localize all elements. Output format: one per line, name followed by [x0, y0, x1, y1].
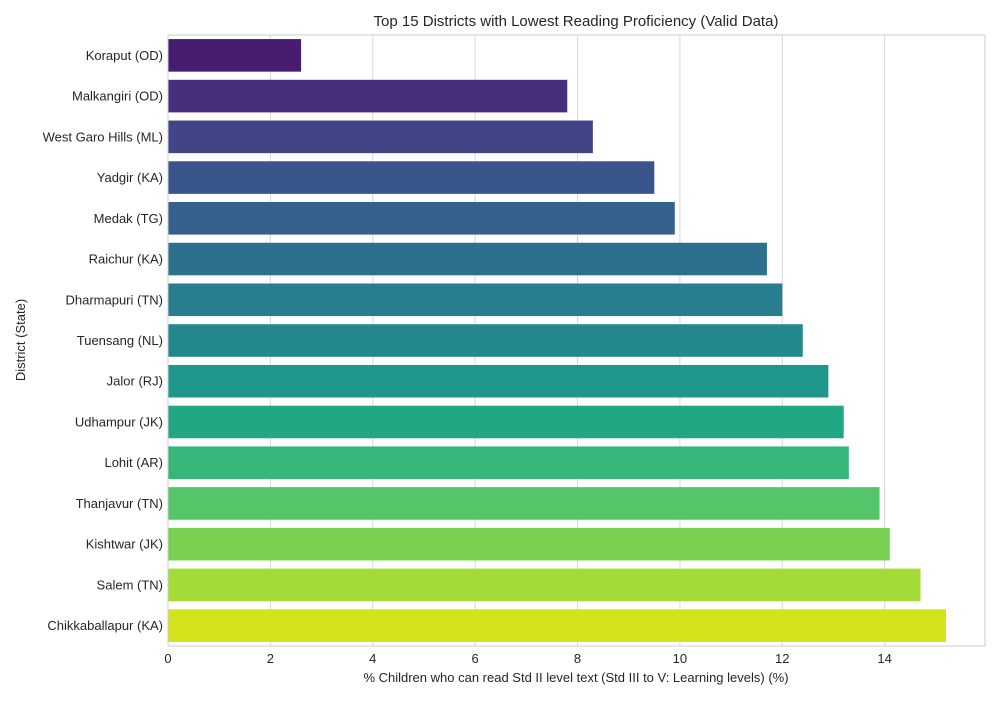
bar [168, 527, 890, 561]
plot-frame [167, 34, 986, 647]
x-tick-label: 2 [267, 651, 274, 666]
bar [168, 364, 829, 398]
x-tick-label: 12 [775, 651, 789, 666]
y-tick-label: Koraput (OD) [86, 48, 163, 63]
y-tick-label: Kishtwar (JK) [86, 537, 163, 552]
y-axis-label: District (State) [13, 299, 28, 381]
bar [168, 487, 880, 520]
y-tick-label: Dharmapuri (TN) [65, 292, 163, 307]
y-tick-labels: Koraput (OD) Malkangiri (OD) West Garo Hil… [43, 48, 163, 633]
x-tick-label: 0 [164, 651, 171, 666]
x-tick-label: 14 [877, 651, 891, 666]
y-tick-label: Tuensang (NL) [77, 333, 163, 348]
y-tick-label: Chikkaballapur (KA) [47, 618, 163, 633]
bar [168, 324, 803, 357]
y-tick-label: Medak (TG) [94, 211, 163, 226]
x-tick-label: 4 [369, 651, 376, 666]
y-tick-label: Jalor (RJ) [107, 374, 163, 389]
x-tick-labels: 0 2 4 6 8 10 12 14 [164, 651, 892, 666]
y-tick-label: West Garo Hills (ML) [43, 129, 163, 144]
bar [168, 283, 783, 317]
bar [168, 446, 849, 479]
bar [168, 202, 675, 235]
bar [168, 405, 844, 439]
chart-title: Top 15 Districts with Lowest Reading Pro… [374, 13, 779, 30]
y-tick-label: Thanjavur (TN) [76, 496, 163, 511]
x-axis-label: % Children who can read Std II level tex… [363, 670, 788, 685]
x-tick-label: 8 [574, 651, 581, 666]
x-tick-label: 10 [673, 651, 687, 666]
bar [168, 609, 947, 642]
bar [168, 161, 655, 194]
y-tick-label: Udhampur (JK) [75, 414, 163, 429]
bars-layer [168, 39, 947, 642]
y-tick-label: Lohit (AR) [104, 455, 163, 470]
y-tick-label: Raichur (KA) [89, 252, 163, 267]
bar [168, 120, 593, 154]
y-tick-label: Salem (TN) [97, 577, 163, 592]
y-tick-label: Yadgir (KA) [97, 170, 163, 185]
y-tick-label: Malkangiri (OD) [72, 89, 163, 104]
bar [168, 568, 921, 602]
bar [168, 39, 302, 72]
x-tick-label: 6 [472, 651, 479, 666]
bar [168, 79, 568, 113]
bar [168, 242, 767, 276]
